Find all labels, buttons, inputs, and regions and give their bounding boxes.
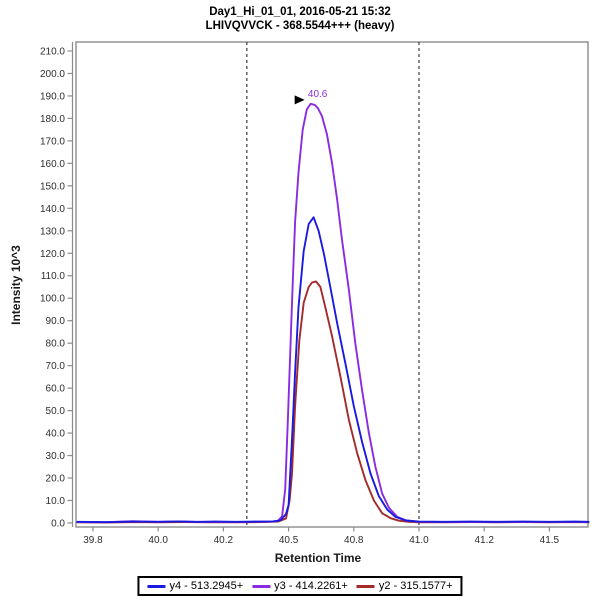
y-tick-label: 70.0 [46,361,66,372]
x-axis-title: Retention Time [274,551,362,565]
y-tick-label: 10.0 [46,496,66,507]
y-tick-label: 50.0 [46,406,66,417]
x-tick-label: 39.8 [83,535,103,546]
legend-label-y2: y2 - 315.1577+ [378,580,453,592]
y-tick-label: 210.0 [40,46,65,57]
y-tick-label: 170.0 [40,136,65,147]
legend-label-y3: y3 - 414.2261+ [274,580,348,592]
x-tick-label: 41.0 [409,535,429,546]
legend-swatch-y2-icon [356,584,375,588]
y-tick-label: 110.0 [41,271,66,282]
x-tick-label: 40.8 [344,535,364,546]
y-tick-label: 30.0 [46,451,66,462]
y-tick-label: 130.0 [40,226,65,237]
y-tick-label: 180.0 [40,114,65,125]
plot-frame [75,41,589,528]
y-tick-label: 20.0 [46,474,66,485]
chart-subtitle: LHIVQVVCK - 368.5544+++ (heavy) [205,20,395,32]
y-tick-label: 100.0 [40,294,65,305]
legend: y4 - 513.2945+ y3 - 414.2261+ y2 - 315.1… [137,576,463,596]
legend-item-y2: y2 - 315.1577+ [356,580,453,592]
peak-rt-annotation[interactable]: 40.6 [308,89,328,100]
x-tick-label: 41.5 [540,535,560,546]
y-tick-label: 0.0 [51,518,65,529]
y-tick-label: 60.0 [46,384,66,395]
chart-title-block: Day1_Hi_01_01, 2016-05-21 15:32 LHIVQVVC… [0,5,600,33]
y-tick-label: 90.0 [46,316,66,327]
peak-arrow-icon [294,95,305,105]
chart-title: Day1_Hi_01_01, 2016-05-21 15:32 [209,6,391,18]
y-tick-label: 80.0 [46,339,66,350]
legend-item-y4: y4 - 513.2945+ [147,580,243,592]
y-tick-label: 160.0 [40,159,65,170]
y-tick-label: 140.0 [40,204,65,215]
y-tick-label: 200.0 [40,69,65,80]
legend-swatch-y4-icon [147,584,166,588]
x-tick-label: 41.2 [474,535,494,546]
x-tick-label: 40.2 [214,535,234,546]
series-line-y4[interactable] [76,216,590,524]
legend-swatch-y3-icon [252,584,271,588]
y-tick-label: 190.0 [40,91,65,102]
y-tick-label: 150.0 [40,181,65,192]
x-tick-label: 40.5 [279,535,299,546]
x-tick-label: 40.0 [148,535,168,546]
legend-label-y4: y4 - 513.2945+ [169,580,244,592]
y-tick-label: 40.0 [46,429,66,440]
legend-item-y3: y3 - 414.2261+ [252,580,348,592]
y-tick-label: 120.0 [40,249,65,260]
